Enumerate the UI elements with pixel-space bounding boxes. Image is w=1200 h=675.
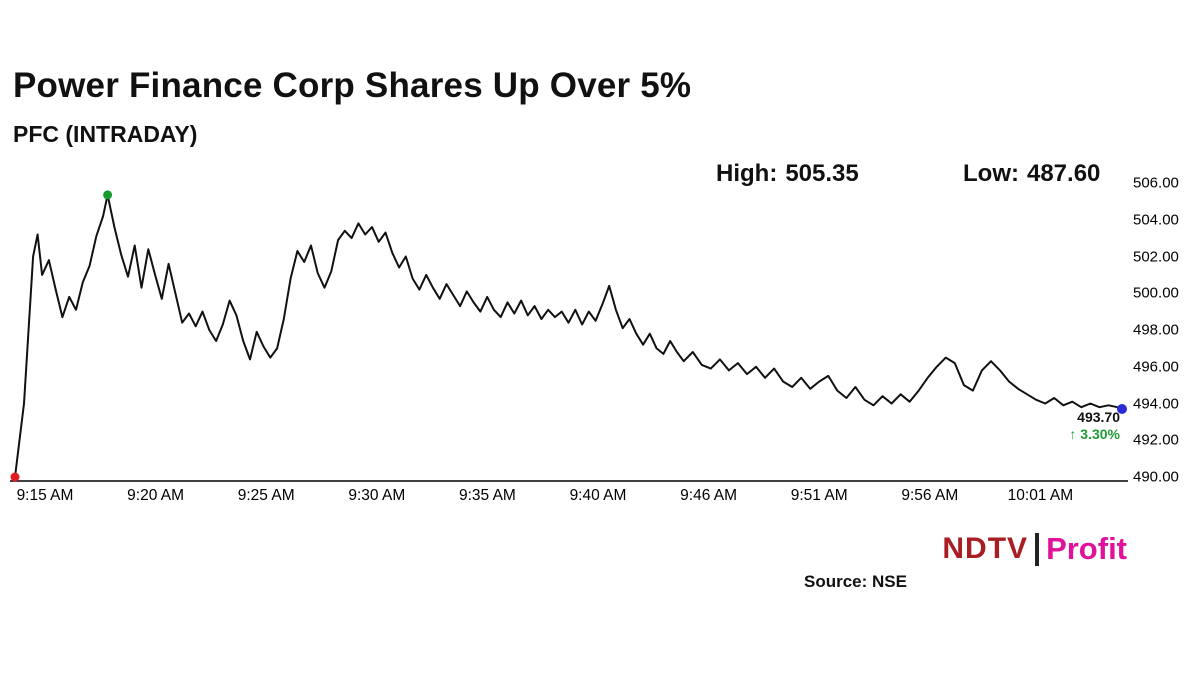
x-tick-label: 9:15 AM (16, 487, 74, 504)
y-tick-label: 496.00 (1133, 358, 1179, 376)
y-tick-label: 492.00 (1133, 431, 1179, 449)
last-price-label: 493.70 (1077, 409, 1120, 425)
page-title: Power Finance Corp Shares Up Over 5% (13, 66, 692, 105)
x-tick-label: 9:20 AM (127, 487, 185, 504)
x-tick-label: 10:01 AM (1007, 487, 1074, 504)
x-tick-label: 9:46 AM (680, 487, 738, 504)
price-line (14, 193, 1123, 478)
ndtv-profit-logo: NDTV Profit (942, 531, 1127, 567)
low-stat: Low: 487.60 (963, 160, 1100, 188)
start-dot (10, 472, 20, 482)
high-label: High: (716, 160, 778, 187)
y-tick-label: 494.00 (1133, 395, 1179, 412)
peak-dot (103, 190, 113, 200)
logo-separator-bar (1035, 532, 1040, 566)
profit-logo-text: Profit (1046, 531, 1127, 566)
high-value: 505.35 (785, 160, 859, 187)
y-tick-label: 506.00 (1133, 174, 1179, 192)
chart-subtitle: PFC (INTRADAY) (13, 121, 198, 147)
y-tick-label: 498.00 (1133, 321, 1179, 339)
y-tick-label: 504.00 (1133, 211, 1179, 229)
low-label: Low: (963, 160, 1019, 187)
y-tick-label: 490.00 (1133, 468, 1179, 486)
low-value: 487.60 (1026, 160, 1101, 187)
x-tick-label: 9:40 AM (569, 487, 627, 504)
x-tick-label: 9:35 AM (458, 487, 516, 504)
percent-change-label: ↑ 3.30% (1069, 426, 1120, 442)
ndtv-logo-text: NDTV (942, 532, 1029, 565)
x-tick-label: 9:56 AM (901, 487, 959, 504)
x-tick-label: 9:25 AM (237, 487, 295, 504)
x-tick-label: 9:51 AM (790, 487, 848, 504)
y-tick-label: 500.00 (1133, 284, 1179, 302)
y-tick-label: 502.00 (1133, 248, 1179, 265)
high-stat: High: 505.35 (716, 160, 859, 188)
x-tick-label: 9:30 AM (348, 487, 406, 504)
source-attribution: Source: NSE (804, 572, 907, 591)
